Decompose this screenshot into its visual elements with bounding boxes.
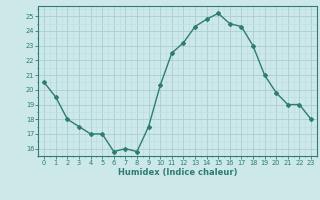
X-axis label: Humidex (Indice chaleur): Humidex (Indice chaleur) — [118, 168, 237, 177]
